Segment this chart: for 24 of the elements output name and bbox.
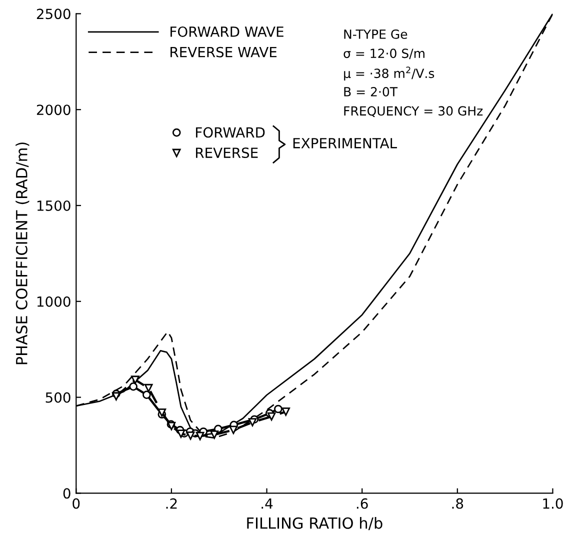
legend-label: REVERSE: [196, 148, 258, 158]
annotation: FREQUENCY = 30 GHz: [344, 106, 483, 118]
y-tick-label: 0: [63, 488, 70, 499]
legend-label: FORWARD: [196, 127, 265, 138]
legend-label: REVERSE WAVE: [170, 46, 277, 58]
annotation: N-TYPE Ge: [344, 29, 408, 39]
y-tick-label: 1500: [37, 200, 70, 211]
x-tick-label: 0: [72, 498, 80, 509]
y-axis-title: PHASE COEFFICIENT (RAD/m): [16, 142, 30, 364]
annotation: σ = 12·0 S/m: [344, 48, 424, 60]
legend-label: FORWARD WAVE: [170, 26, 284, 37]
y-tick-label: 1000: [37, 296, 70, 307]
x-tick-label: .8: [452, 498, 464, 509]
x-axis-title: FILLING RATIO h/b: [247, 517, 382, 530]
annotation: B = 2·0T: [344, 86, 398, 96]
x-tick-label: .6: [356, 498, 368, 509]
annotation: μ = ·38 m$^{2}$/V.s: [344, 66, 434, 81]
x-tick-label: .2: [166, 498, 177, 509]
x-tick-label: .4: [262, 498, 273, 509]
x-tick-label: 1.0: [543, 498, 563, 509]
y-tick-label: 2000: [36, 104, 70, 116]
y-tick-label: 2500: [36, 8, 70, 20]
legend-title: EXPERIMENTAL: [293, 138, 397, 148]
y-tick-label: 500: [46, 392, 70, 403]
